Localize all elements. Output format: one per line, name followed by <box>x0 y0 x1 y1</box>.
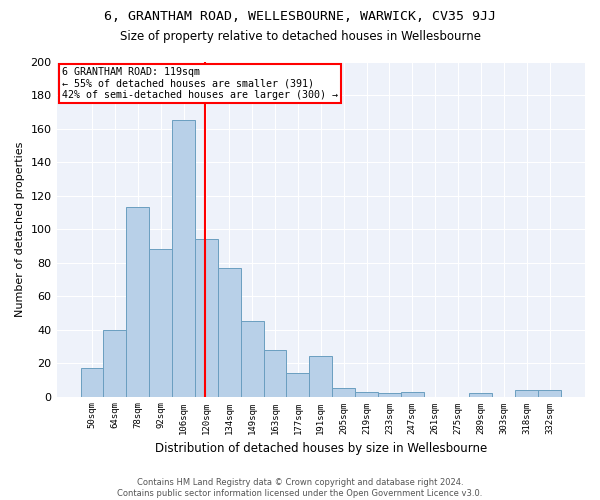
Bar <box>80 368 103 396</box>
Bar <box>401 392 424 396</box>
Bar <box>218 268 241 396</box>
Text: Size of property relative to detached houses in Wellesbourne: Size of property relative to detached ho… <box>119 30 481 43</box>
Text: 6 GRANTHAM ROAD: 119sqm
← 55% of detached houses are smaller (391)
42% of semi-d: 6 GRANTHAM ROAD: 119sqm ← 55% of detache… <box>62 66 338 100</box>
Bar <box>241 321 263 396</box>
Bar <box>286 373 310 396</box>
Y-axis label: Number of detached properties: Number of detached properties <box>15 142 25 316</box>
Bar <box>149 249 172 396</box>
Bar <box>332 388 355 396</box>
X-axis label: Distribution of detached houses by size in Wellesbourne: Distribution of detached houses by size … <box>155 442 487 455</box>
Bar <box>469 393 493 396</box>
Bar <box>103 330 127 396</box>
Bar <box>172 120 195 396</box>
Bar <box>195 239 218 396</box>
Bar <box>378 393 401 396</box>
Bar <box>263 350 286 397</box>
Bar <box>355 392 378 396</box>
Text: 6, GRANTHAM ROAD, WELLESBOURNE, WARWICK, CV35 9JJ: 6, GRANTHAM ROAD, WELLESBOURNE, WARWICK,… <box>104 10 496 23</box>
Bar <box>310 356 332 397</box>
Bar <box>515 390 538 396</box>
Bar <box>127 207 149 396</box>
Bar <box>538 390 561 396</box>
Text: Contains HM Land Registry data © Crown copyright and database right 2024.
Contai: Contains HM Land Registry data © Crown c… <box>118 478 482 498</box>
